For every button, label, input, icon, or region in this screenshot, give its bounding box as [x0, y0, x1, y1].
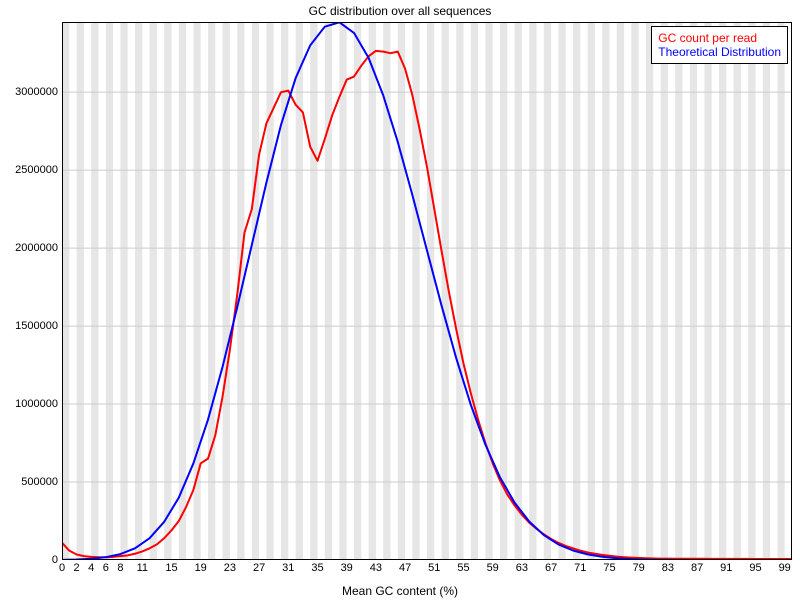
y-tick-label: 1000000	[15, 398, 58, 410]
chart-container: GC distribution over all sequences 0 5000…	[0, 0, 800, 600]
legend-label: Theoretical Distribution	[658, 45, 781, 59]
x-axis-title: Mean GC content (%)	[0, 584, 800, 598]
x-tick-label: 67	[545, 562, 557, 574]
chart-title: GC distribution over all sequences	[0, 4, 800, 18]
legend-item-theoretical: Theoretical Distribution	[658, 45, 781, 59]
x-tick-label: 79	[633, 562, 645, 574]
x-tick-label: 87	[691, 562, 703, 574]
y-tick-label: 0	[52, 554, 58, 566]
x-tick-label: 75	[603, 562, 615, 574]
x-tick-label: 95	[749, 562, 761, 574]
x-tick-label: 31	[282, 562, 294, 574]
x-tick-label: 4	[88, 562, 94, 574]
y-tick-label: 2000000	[15, 242, 58, 254]
x-tick-label: 43	[370, 562, 382, 574]
x-tick-label: 27	[253, 562, 265, 574]
legend: GC count per read Theoretical Distributi…	[651, 26, 788, 64]
x-tick-label: 63	[516, 562, 528, 574]
x-tick-label: 6	[103, 562, 109, 574]
y-tick-label: 1500000	[15, 320, 58, 332]
x-tick-label: 39	[341, 562, 353, 574]
x-tick-label: 59	[487, 562, 499, 574]
plot-area	[62, 22, 792, 560]
x-tick-label: 0	[59, 562, 65, 574]
x-tick-label: 8	[117, 562, 123, 574]
y-tick-label: 500000	[21, 476, 58, 488]
x-tick-label: 99	[779, 562, 791, 574]
x-tick-label: 23	[224, 562, 236, 574]
x-tick-label: 15	[165, 562, 177, 574]
x-tick-label: 55	[457, 562, 469, 574]
x-tick-label: 11	[137, 562, 148, 574]
y-tick-label: 2500000	[15, 164, 58, 176]
x-tick-label: 2	[74, 562, 80, 574]
x-tick-label: 35	[311, 562, 323, 574]
x-tick-label: 83	[662, 562, 674, 574]
legend-label: GC count per read	[658, 31, 757, 45]
x-tick-label: 71	[574, 562, 586, 574]
x-tick-label: 19	[195, 562, 207, 574]
x-tick-label: 51	[428, 562, 440, 574]
y-tick-label: 3000000	[15, 86, 58, 98]
x-tick-label: 47	[399, 562, 411, 574]
legend-item-gc-count: GC count per read	[658, 31, 781, 45]
x-tick-label: 91	[720, 562, 732, 574]
